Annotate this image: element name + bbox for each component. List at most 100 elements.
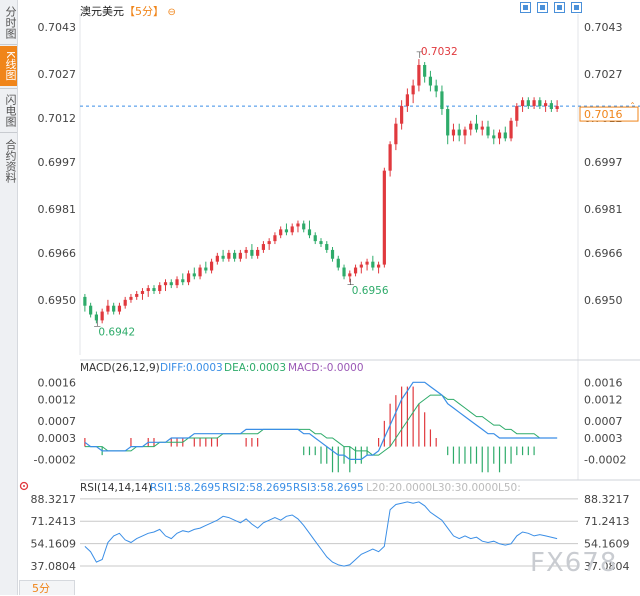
candle	[435, 80, 438, 98]
macd-diff-legend: DIFF:0.0003	[160, 362, 223, 374]
candle	[147, 285, 150, 297]
candle	[245, 247, 248, 259]
macd-y-tick-right: 0.0007	[584, 415, 623, 428]
candle	[406, 88, 409, 111]
candle	[400, 100, 403, 129]
candle-body	[417, 65, 420, 86]
candle	[279, 226, 282, 238]
candle-body	[469, 124, 472, 130]
candle-body	[152, 288, 155, 291]
candle	[106, 300, 109, 315]
candle-body	[498, 132, 501, 138]
candle	[256, 247, 259, 259]
price-y-tick-right: 0.7043	[584, 21, 623, 34]
candle	[544, 100, 547, 112]
candle	[302, 221, 305, 233]
candle-body	[314, 235, 317, 241]
candle-body	[354, 268, 357, 274]
gear-icon[interactable]	[21, 483, 28, 490]
candle	[354, 265, 357, 277]
candle-body	[273, 235, 276, 241]
macd-y-tick-right: 0.0016	[584, 376, 623, 389]
candle-body	[83, 297, 86, 306]
candle	[193, 268, 196, 280]
price-pane: 0.70430.70270.70120.69970.69810.69660.69…	[38, 14, 640, 480]
macd-y-tick-right: 0.0012	[584, 393, 623, 406]
candle-body	[262, 244, 265, 250]
candle	[383, 168, 386, 268]
candle	[273, 232, 276, 244]
macd-y-tick-left: 0.0007	[38, 415, 77, 428]
candle	[550, 100, 553, 112]
price-y-tick-right: 0.7027	[584, 68, 623, 81]
candle-body	[486, 127, 489, 136]
candle	[360, 262, 363, 274]
candle-body	[538, 100, 541, 106]
candle-body	[233, 253, 236, 259]
candle	[394, 118, 397, 150]
candle	[532, 97, 535, 109]
candle-body	[308, 229, 311, 235]
candle	[538, 97, 541, 109]
rsi-y-tick-left: 88.3217	[31, 493, 77, 506]
candle-body	[170, 282, 173, 285]
candle-body	[515, 106, 518, 121]
candle-body	[440, 91, 443, 109]
candle	[89, 303, 92, 318]
candle-body	[504, 132, 507, 138]
candle	[389, 141, 392, 176]
candle-body	[527, 100, 530, 106]
candle-body	[141, 291, 144, 294]
candle-body	[319, 241, 322, 244]
candle	[412, 80, 415, 103]
candle	[296, 221, 299, 233]
candle	[371, 256, 374, 271]
candle-body	[89, 306, 92, 315]
rsi-l50-legend: L50:	[498, 482, 521, 494]
candle-body	[221, 256, 224, 259]
candle	[83, 294, 86, 312]
candle	[314, 232, 317, 244]
candle	[291, 224, 294, 236]
candle	[440, 86, 443, 115]
candle-body	[135, 294, 138, 297]
candle-body	[268, 241, 271, 244]
candle	[308, 221, 311, 239]
candle-body	[337, 259, 340, 268]
candle-body	[463, 130, 466, 136]
macd-y-tick-right: 0.0003	[584, 432, 623, 445]
period-tab[interactable]: 5分	[19, 580, 75, 595]
rsi-l20-legend: L20:20.0000	[366, 482, 432, 494]
candle	[175, 276, 178, 288]
candle-body	[112, 306, 115, 312]
low-price-annotation: 0.6956	[352, 285, 389, 297]
current-price-tag: 0.7016 ˆ	[580, 101, 638, 121]
candle	[221, 250, 224, 262]
candle-body	[124, 300, 127, 306]
candle-body	[106, 306, 109, 312]
macd-y-tick-left: 0.0016	[38, 376, 77, 389]
candle-body	[158, 285, 161, 291]
candle-body	[435, 86, 438, 92]
candle-body	[532, 100, 535, 106]
candle	[227, 250, 230, 262]
candle-body	[239, 253, 242, 259]
current-price-label: 0.7016	[584, 108, 623, 121]
price-y-tick-left: 0.6981	[38, 203, 77, 216]
candle-body	[400, 106, 403, 124]
macd-y-tick-left: 0.0003	[38, 432, 77, 445]
candle-body	[452, 130, 455, 136]
candle	[124, 297, 127, 309]
high-price-annotation: 0.7032	[421, 46, 458, 58]
candle-body	[216, 256, 219, 262]
candle	[504, 127, 507, 142]
candle	[486, 121, 489, 139]
candle	[170, 279, 173, 288]
rsi-l30-legend: L30:30.0000	[432, 482, 498, 494]
rsi-y-tick-right: 88.3217	[584, 493, 630, 506]
candle-body	[556, 106, 559, 109]
candle-body	[193, 273, 196, 276]
price-marker-icon: ˆ	[630, 101, 635, 113]
macd-dea-legend: DEA:0.0003	[224, 362, 286, 374]
